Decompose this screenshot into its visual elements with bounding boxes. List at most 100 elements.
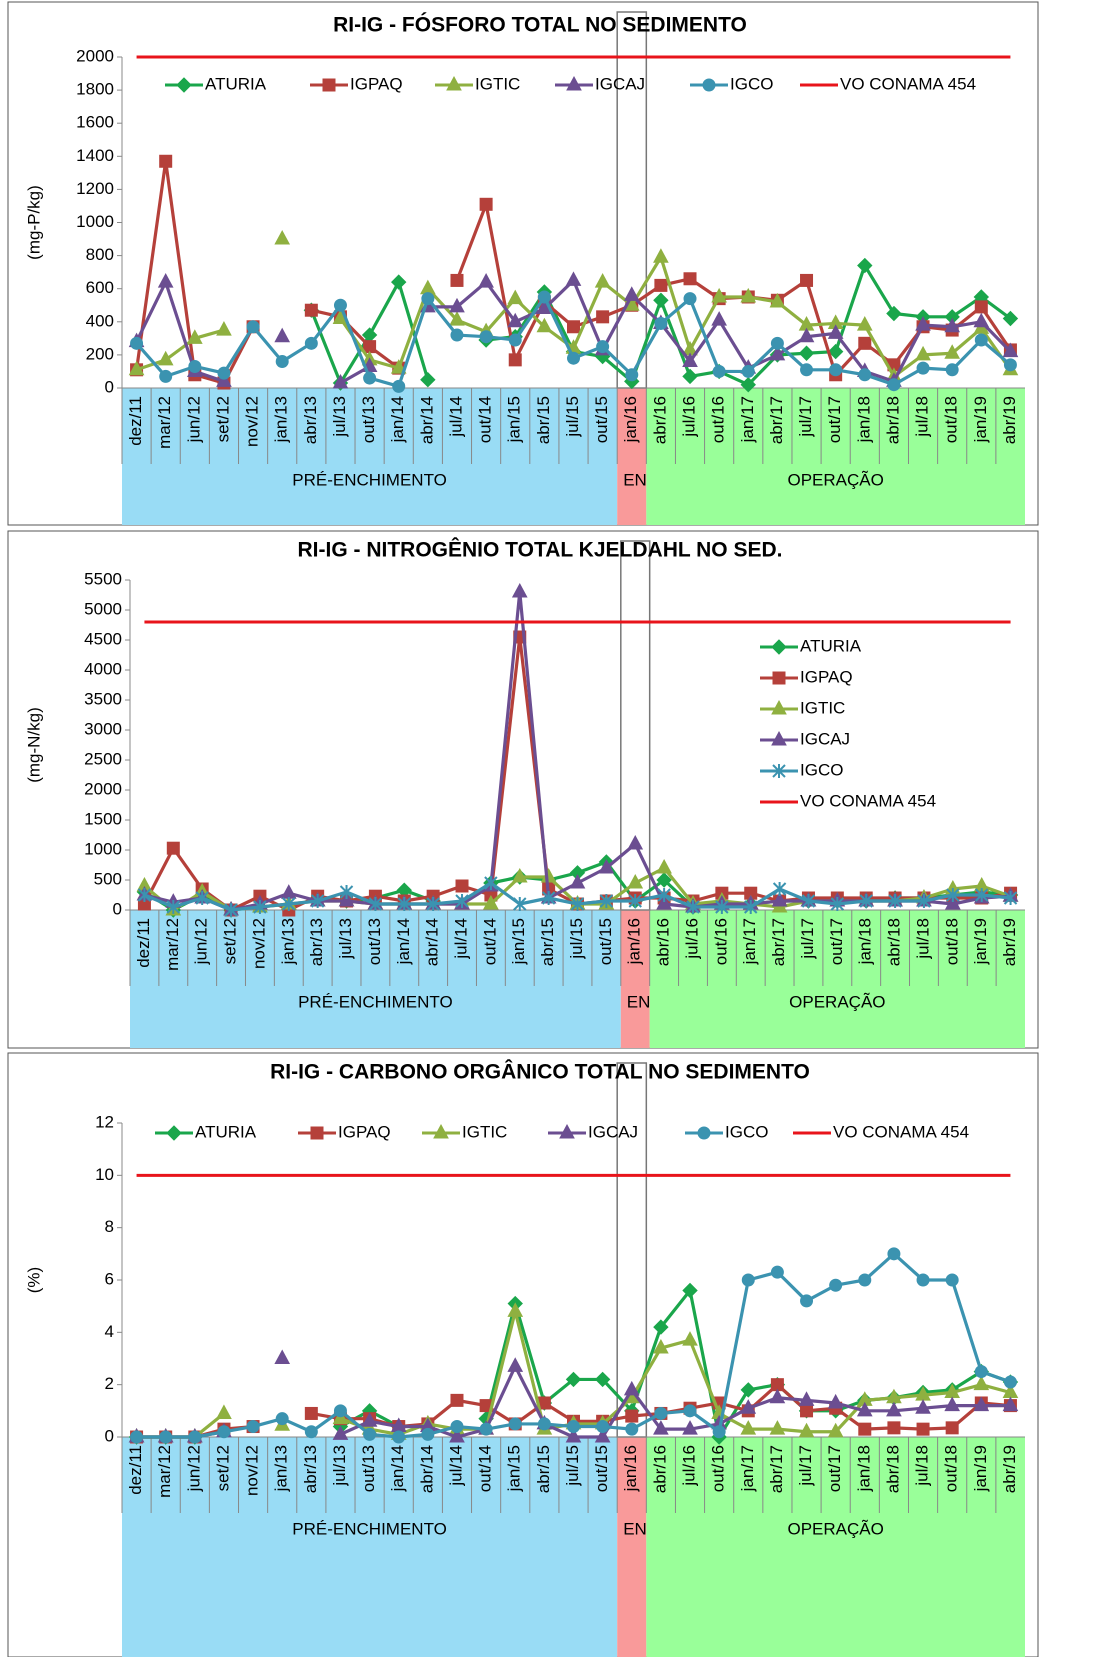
marker — [1003, 358, 1017, 372]
marker — [916, 361, 930, 375]
x-tick-label: jul/17 — [798, 918, 817, 960]
x-tick-label: jan/14 — [388, 396, 407, 443]
marker — [513, 897, 527, 911]
marker — [974, 333, 988, 347]
marker — [858, 368, 872, 382]
x-tick-label: out/13 — [359, 1445, 378, 1492]
marker — [656, 872, 672, 888]
x-tick-label: jan/16 — [621, 396, 640, 443]
legend-label: IGCO — [730, 74, 773, 93]
marker — [1002, 310, 1019, 327]
marker — [508, 1417, 522, 1431]
x-tick-label: jan/15 — [505, 1445, 524, 1492]
marker — [654, 1406, 668, 1420]
legend-item: IGPAQ — [760, 667, 853, 686]
x-tick-label: out/16 — [711, 918, 730, 965]
marker — [186, 329, 203, 344]
marker — [483, 894, 499, 910]
legend-label: VO CONAMA 454 — [833, 1122, 969, 1141]
marker — [682, 352, 698, 368]
marker — [711, 311, 727, 326]
chart-title: RI-IG - FÓSFORO TOTAL NO SEDIMENTO — [333, 13, 747, 37]
marker — [166, 1125, 182, 1141]
marker — [945, 363, 959, 377]
x-tick-label: jan/18 — [856, 918, 875, 965]
marker — [800, 1294, 814, 1308]
y-tick-label: 5500 — [84, 569, 122, 588]
marker — [224, 903, 238, 917]
x-tick-label: out/17 — [825, 1445, 844, 1492]
marker — [682, 1282, 698, 1299]
marker — [253, 900, 267, 914]
phase-band — [122, 1437, 618, 1657]
marker — [798, 327, 815, 343]
legend-label: IGCO — [800, 760, 843, 779]
x-tick-label: mar/12 — [155, 396, 174, 449]
marker — [625, 1422, 639, 1436]
x-tick-label: jan/19 — [971, 396, 990, 443]
marker — [682, 368, 698, 385]
marker — [565, 271, 582, 286]
marker — [798, 345, 815, 361]
x-tick-label: out/13 — [365, 918, 384, 965]
marker — [507, 312, 524, 328]
marker — [740, 1399, 757, 1414]
marker — [887, 1247, 901, 1261]
x-tick-label: jun/12 — [184, 396, 203, 443]
y-tick-label: 0 — [113, 899, 122, 918]
phase-label: OPERAÇÃO — [789, 992, 885, 1011]
y-tick-label: 3500 — [84, 689, 122, 708]
marker — [682, 1420, 698, 1435]
marker — [653, 248, 669, 263]
y-tick-label: 2 — [105, 1374, 114, 1393]
marker — [946, 888, 960, 902]
y-tick-label: 0 — [105, 377, 114, 396]
marker — [683, 1404, 697, 1418]
marker — [304, 303, 318, 317]
x-tick-label: mar/12 — [163, 918, 182, 971]
marker — [594, 1371, 611, 1388]
x-tick-label: dez/11 — [126, 396, 145, 446]
marker — [945, 1273, 959, 1287]
marker — [829, 363, 843, 377]
x-tick-label: out/16 — [709, 1445, 728, 1492]
x-tick-label: abr/13 — [301, 1445, 320, 1493]
marker — [827, 343, 844, 360]
marker — [195, 891, 209, 905]
marker — [310, 1126, 324, 1140]
x-tick-label: out/14 — [476, 1445, 495, 1492]
marker — [596, 1420, 610, 1434]
phase-label: OPERAÇÃO — [787, 470, 883, 489]
y-tick-label: 800 — [86, 245, 114, 264]
legend-item: IGCAJ — [548, 1122, 638, 1141]
marker — [772, 764, 786, 778]
y-tick-label: 12 — [95, 1112, 114, 1131]
x-tick-label: out/15 — [592, 396, 611, 443]
x-tick-label: abr/14 — [417, 396, 436, 444]
x-tick-label: jan/14 — [394, 918, 413, 965]
x-tick-label: jan/18 — [854, 396, 873, 443]
marker — [770, 1265, 784, 1279]
marker — [392, 379, 406, 393]
x-tick-label: jan/17 — [740, 918, 759, 965]
x-tick-label: out/17 — [825, 396, 844, 443]
x-tick-label: jan/18 — [854, 1445, 873, 1492]
marker — [159, 369, 173, 383]
x-tick-label: jul/16 — [680, 1445, 699, 1487]
marker — [858, 1273, 872, 1287]
marker — [973, 312, 990, 328]
x-tick-label: out/15 — [592, 1445, 611, 1492]
marker — [397, 897, 411, 911]
x-tick-label: out/15 — [596, 918, 615, 965]
marker — [769, 1388, 786, 1404]
legend-item: IGTIC — [435, 74, 520, 93]
y-tick-label: 0 — [105, 1426, 114, 1445]
marker — [973, 1375, 990, 1391]
x-tick-label: out/13 — [359, 396, 378, 443]
x-tick-label: abr/14 — [417, 1445, 436, 1493]
marker — [157, 273, 174, 288]
legend-item: ATURIA — [165, 74, 267, 93]
